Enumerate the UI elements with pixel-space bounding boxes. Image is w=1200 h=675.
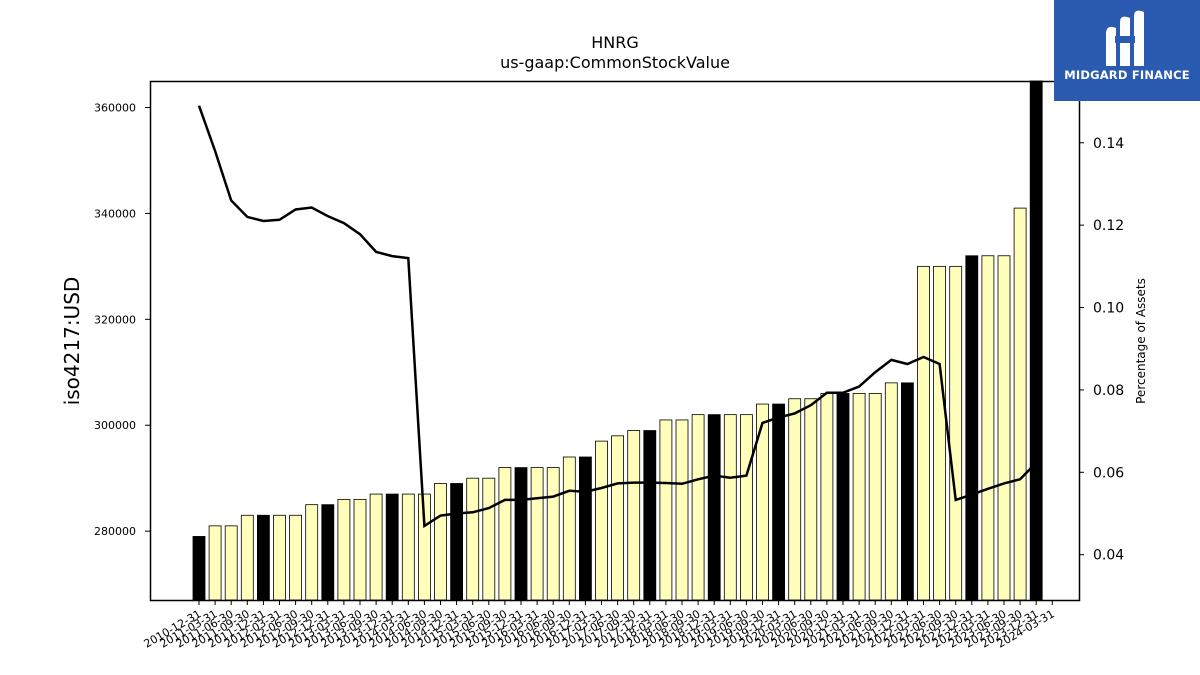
brand-logo: MIDGARD FINANCE (1054, 0, 1200, 101)
right-axis: 0.04 0.06 0.08 0.10 0.12 0.14 (1079, 136, 1124, 564)
y-tick-label: 320000 (94, 313, 136, 326)
y2-tick-label: 0.08 (1093, 383, 1124, 399)
y2-tick-label: 0.10 (1093, 301, 1124, 317)
y-tick-label: 340000 (94, 207, 136, 220)
bar (852, 393, 866, 601)
line-series-group (197, 105, 1038, 529)
bar (466, 477, 480, 601)
bar (595, 440, 608, 601)
bar (901, 382, 914, 601)
bar (305, 504, 319, 601)
y-tick-label: 280000 (94, 525, 136, 538)
bar (369, 493, 383, 601)
bar (707, 414, 721, 601)
bar (723, 414, 737, 601)
bar (675, 419, 689, 601)
bar (884, 382, 898, 601)
bar (208, 525, 222, 601)
midgard-logo-icon (1106, 10, 1144, 67)
y-tick-label: 300000 (94, 419, 136, 432)
left-axis: 280000 300000 320000 340000 360000 (94, 101, 150, 538)
bar (224, 525, 238, 601)
brand-name: MIDGARD FINANCE (1064, 68, 1190, 82)
bar (562, 456, 576, 601)
bar (627, 430, 641, 601)
bar (917, 265, 930, 601)
bar (514, 467, 528, 601)
bar (401, 493, 415, 601)
bar (385, 493, 399, 601)
bar (1013, 207, 1027, 601)
bar (256, 514, 270, 601)
bar (353, 498, 367, 601)
bar (981, 255, 995, 601)
bar (546, 467, 560, 601)
bar (740, 414, 753, 601)
x-axis: 2010-12-312011-03-312011-06-302011-09-30… (142, 600, 1057, 651)
y2-tick-label: 0.04 (1093, 548, 1124, 564)
bar (530, 467, 544, 601)
bar (868, 393, 882, 601)
chart-subtitle: us-gaap:CommonStockValue (500, 53, 730, 72)
percentage-line (197, 105, 1038, 529)
y-tick-label: 360000 (94, 101, 136, 114)
bar (965, 255, 979, 601)
bar (836, 393, 850, 601)
bar (337, 498, 351, 601)
bar (482, 477, 496, 601)
y2-tick-label: 0.14 (1093, 136, 1124, 152)
bar (997, 255, 1011, 601)
bar (1029, 80, 1043, 601)
bar (240, 514, 254, 601)
bar (450, 483, 464, 601)
bar (192, 536, 206, 601)
bar (933, 265, 946, 601)
bar (788, 398, 802, 601)
y2-tick-label: 0.12 (1093, 218, 1124, 234)
bar (498, 467, 512, 601)
bar (434, 483, 447, 601)
bar (772, 403, 785, 601)
bar (321, 504, 335, 601)
bar (659, 419, 673, 601)
y-axis-label: iso4217:USD (60, 277, 84, 406)
y2-tick-label: 0.06 (1093, 465, 1124, 481)
bar (949, 265, 963, 601)
bar (820, 393, 834, 601)
plot-frame (149, 80, 1081, 602)
chart-title: HNRG (591, 33, 639, 52)
bar (643, 430, 657, 601)
bar (273, 514, 286, 601)
bar (579, 456, 592, 601)
bar (804, 398, 818, 601)
y2-axis-label: Percentage of Assets (1134, 278, 1148, 404)
bar (289, 514, 303, 601)
bar (691, 414, 705, 601)
bar-series (192, 80, 1043, 601)
bar (611, 435, 624, 601)
